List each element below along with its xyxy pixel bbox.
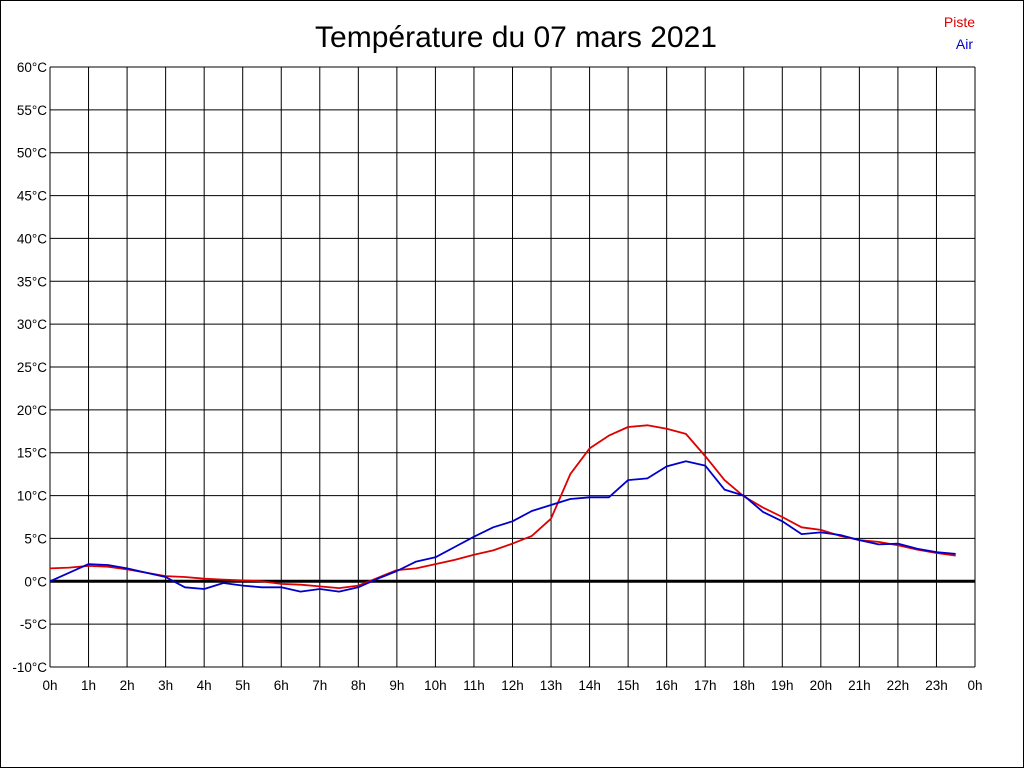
y-tick-label: 10°C	[17, 489, 47, 504]
x-tick-label: 6h	[274, 678, 289, 693]
x-tick-label: 15h	[617, 678, 640, 693]
x-tick-label: 16h	[655, 678, 678, 693]
y-tick-label: 20°C	[17, 403, 47, 418]
x-tick-label: 7h	[312, 678, 327, 693]
y-tick-label: 50°C	[17, 146, 47, 161]
y-tick-label: 55°C	[17, 103, 47, 118]
y-tick-label: 35°C	[17, 274, 47, 289]
x-tick-label: 8h	[351, 678, 366, 693]
x-tick-label: 11h	[463, 678, 485, 693]
y-tick-label: 5°C	[24, 531, 47, 546]
x-tick-label: 10h	[424, 678, 447, 693]
x-tick-label: 21h	[848, 678, 871, 693]
y-axis-labels: -10°C -5°C 0°C 5°C 10°C 15°C 20°C 25°C 30°C 35°C 4…	[12, 60, 47, 675]
y-tick-label: 15°C	[17, 446, 47, 461]
y-tick-label: -5°C	[20, 617, 47, 632]
chart-title: Température du 07 mars 2021	[315, 21, 717, 54]
x-tick-label: 9h	[389, 678, 404, 693]
series-line-air	[49, 460, 956, 593]
x-tick-label: 12h	[501, 678, 524, 693]
y-tick-label: 40°C	[17, 231, 47, 246]
y-tick-label: 25°C	[17, 360, 47, 375]
x-tick-label: 13h	[540, 678, 563, 693]
x-tick-label: 22h	[887, 678, 910, 693]
legend-piste: Piste	[944, 14, 975, 30]
x-tick-label: 0h	[967, 678, 982, 693]
x-tick-label: 2h	[120, 678, 135, 693]
x-tick-label: 17h	[694, 678, 717, 693]
x-tick-label: 0h	[42, 678, 57, 693]
series-lines	[49, 424, 956, 593]
x-axis-labels: 0h 1h 2h 3h 4h 5h 6h 7h 8h 9h 10h 11h 12h 13h 14h 15h 16…	[42, 678, 982, 693]
series-line-piste	[49, 424, 956, 589]
y-tick-label: -10°C	[12, 660, 47, 675]
x-tick-label: 14h	[578, 678, 601, 693]
y-tick-label: 0°C	[24, 574, 47, 589]
x-tick-label: 20h	[810, 678, 833, 693]
x-tick-label: 5h	[235, 678, 250, 693]
x-tick-label: 4h	[197, 678, 212, 693]
x-tick-label: 18h	[732, 678, 755, 693]
x-tick-label: 3h	[158, 678, 173, 693]
x-tick-label: 23h	[925, 678, 948, 693]
y-tick-label: 30°C	[17, 317, 47, 332]
legend-air: Air	[956, 36, 973, 52]
x-tick-label: 1h	[81, 678, 96, 693]
y-tick-label: 45°C	[17, 189, 47, 204]
y-tick-label: 60°C	[17, 60, 47, 75]
x-tick-label: 19h	[771, 678, 794, 693]
grid	[49, 66, 976, 668]
